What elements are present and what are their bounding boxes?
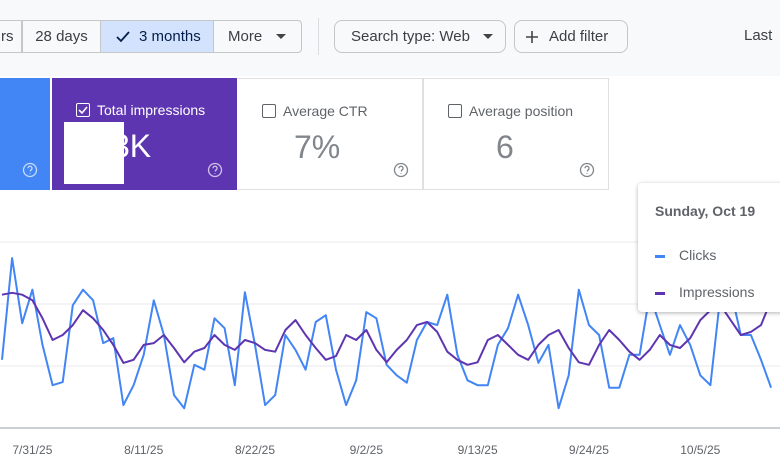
tooltip-label: Impressions	[679, 284, 755, 300]
help-icon	[393, 162, 409, 178]
x-tick-label: 10/5/25	[680, 443, 720, 457]
add-filter-button[interactable]: Add filter	[514, 20, 628, 53]
divider	[318, 18, 319, 55]
last-updated: Last	[744, 27, 773, 44]
tooltip-label: Clicks	[679, 247, 717, 263]
x-tick-label: 9/13/25	[458, 443, 498, 457]
tooltip-date: Sunday, Oct 19	[655, 203, 756, 219]
card-label: Average CTR	[283, 103, 368, 119]
help-icon	[579, 162, 595, 178]
card-label: Total impressions	[97, 102, 206, 118]
checkbox[interactable]	[76, 103, 90, 117]
dropdown-icon	[483, 34, 493, 39]
legend-swatch	[655, 291, 665, 295]
check-icon	[116, 31, 130, 43]
help-icon	[22, 162, 38, 178]
redaction	[64, 122, 124, 184]
ctr-card[interactable]: Average CTR 7%	[238, 78, 423, 190]
card-label: Average position	[469, 103, 574, 119]
x-tick-label: 8/22/25	[235, 443, 275, 457]
dropdown-icon	[276, 34, 286, 39]
x-tick-label: 8/11/25	[124, 443, 163, 457]
x-tick-label: 9/2/25	[350, 443, 384, 457]
checkbox[interactable]	[262, 104, 276, 118]
series-line	[1, 257, 773, 410]
toolbar: rs 28 days 3 months More Search type: We…	[0, 0, 780, 76]
range-button[interactable]: rs	[0, 20, 22, 53]
tooltip-item: Clicks	[655, 247, 716, 263]
search-type-button[interactable]: Search type: Web	[334, 20, 506, 53]
add-filter-label: Add filter	[549, 28, 609, 45]
x-tick-label: 9/24/25	[569, 443, 609, 457]
check-icon	[78, 106, 88, 115]
card-value: 7%	[294, 129, 341, 165]
series-line	[1, 291, 773, 366]
card-value: 6	[496, 129, 514, 165]
help-icon	[207, 162, 223, 178]
x-tick-label: 7/31/25	[12, 443, 52, 457]
plus-icon	[526, 31, 538, 43]
more-button[interactable]: More	[213, 20, 302, 53]
more-label: More	[228, 28, 263, 45]
tooltip-item: Impressions	[655, 284, 754, 300]
legend-swatch	[655, 254, 665, 258]
search-type-label: Search type: Web	[351, 28, 470, 45]
impressions-card[interactable]: Total impressions 3K	[52, 78, 237, 190]
range-label: 3 months	[139, 28, 201, 45]
range-button-selected[interactable]: 3 months	[100, 20, 214, 53]
clicks-card[interactable]	[0, 78, 50, 190]
position-card[interactable]: Average position 6	[423, 78, 609, 190]
tooltip: Sunday, Oct 19 Clicks Impressions	[638, 183, 780, 312]
checkbox[interactable]	[448, 104, 462, 118]
